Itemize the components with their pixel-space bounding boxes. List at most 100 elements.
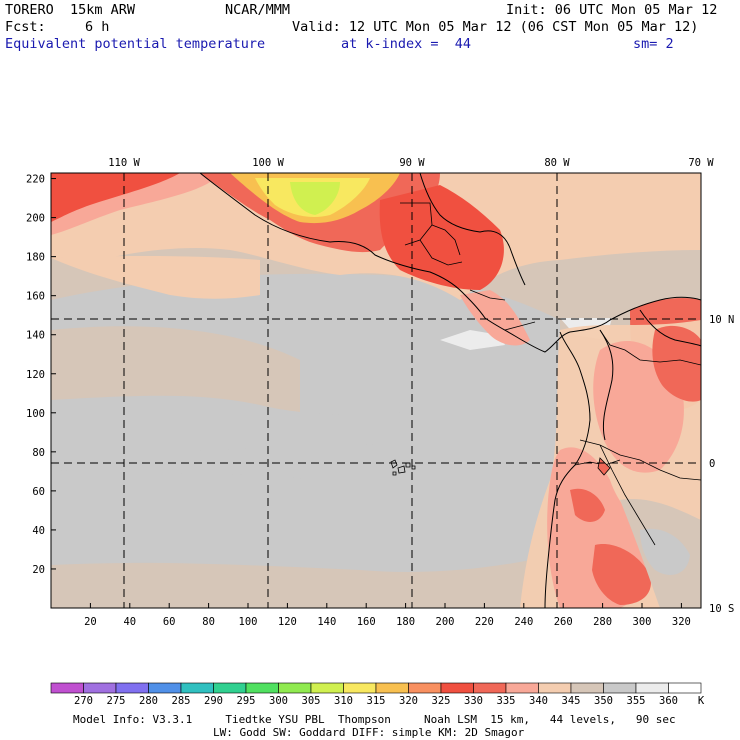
colorbar-swatch xyxy=(278,682,312,694)
colorbar-swatch xyxy=(505,682,539,694)
colorbar-label: K xyxy=(698,695,705,707)
theta-e-field-white-patch xyxy=(440,330,505,350)
x-tick-label: 300 xyxy=(633,616,652,628)
y-tick-label: 40 xyxy=(32,525,45,537)
colorbar-swatch xyxy=(473,682,507,694)
colorbar-swatch xyxy=(538,682,572,694)
x-tick-label: 120 xyxy=(278,616,297,628)
lon-label: 100 W xyxy=(252,157,284,169)
model-info-line: Model Info: V3.3.1 Tiedtke YSU PBL Thomp… xyxy=(73,713,676,726)
colorbar-swatch xyxy=(148,682,182,694)
map-plot-area xyxy=(51,173,701,608)
colorbar-label: 285 xyxy=(172,695,191,707)
y-tick-label: 220 xyxy=(26,174,45,186)
colorbar-label: 330 xyxy=(464,695,483,707)
valid-time: Valid: 12 UTC Mon 05 Mar 12 (06 CST Mon … xyxy=(292,19,699,35)
colorbar-label: 280 xyxy=(139,695,158,707)
colorbar-swatch xyxy=(635,682,669,694)
theta-e-field-central-america-red xyxy=(379,185,504,290)
latitude-labels: 10 N 0 10 S xyxy=(709,314,734,615)
colorbar-swatch xyxy=(375,682,409,694)
theta-e-field-ecuador-red xyxy=(570,488,605,522)
x-tick-label: 200 xyxy=(436,616,455,628)
colorbar-label: 270 xyxy=(74,695,93,707)
colorbar-swatch xyxy=(83,682,117,694)
colorbar-label: 290 xyxy=(204,695,223,707)
colorbar-swatch xyxy=(245,682,279,694)
colorbar: 270 275 280 285 290 295 300 305 310 315 320 325 330 3… xyxy=(50,682,705,707)
lat-lon-grid xyxy=(51,173,701,608)
x-axis-ticks: 20 40 60 80 100 120 140 160 180 200 220 240 260 280 30… xyxy=(84,603,691,628)
x-tick-label: 20 xyxy=(84,616,97,628)
theta-e-field-peach-ring xyxy=(51,255,260,299)
plot-frame xyxy=(50,172,702,609)
colorbar-swatch xyxy=(440,682,474,694)
coastlines xyxy=(199,173,701,608)
galapagos-islands xyxy=(390,459,416,476)
x-tick-label: 320 xyxy=(672,616,691,628)
theta-e-field-venezuela-top xyxy=(652,325,701,402)
colorbar-swatch xyxy=(50,682,84,694)
physics-info-line: LW: Godd SW: Goddard DIFF: simple KM: 2D… xyxy=(213,726,525,739)
x-tick-label: 240 xyxy=(514,616,533,628)
colorbar-label: 340 xyxy=(529,695,548,707)
forecast-hour: 6 h xyxy=(85,19,110,35)
y-tick-label: 120 xyxy=(26,369,45,381)
colorbar-label: 355 xyxy=(627,695,646,707)
colorbar-label: 305 xyxy=(302,695,321,707)
colorbar-swatch xyxy=(115,682,149,694)
colorbar-swatch xyxy=(408,682,442,694)
x-tick-label: 260 xyxy=(554,616,573,628)
y-tick-label: 20 xyxy=(32,564,45,576)
lon-label: 90 W xyxy=(399,157,425,169)
colorbar-label: 350 xyxy=(594,695,613,707)
lon-label: 70 W xyxy=(688,157,714,169)
y-tick-label: 160 xyxy=(26,291,45,303)
y-tick-label: 80 xyxy=(32,447,45,459)
colorbar-swatch xyxy=(570,682,604,694)
theta-e-field-red-nw xyxy=(51,173,180,222)
colorbar-swatch xyxy=(180,682,214,694)
x-tick-label: 180 xyxy=(396,616,415,628)
y-tick-label: 180 xyxy=(26,252,45,264)
lat-label: 10 S xyxy=(709,603,734,615)
x-tick-label: 80 xyxy=(202,616,215,628)
theta-e-field-costa-rica xyxy=(460,290,530,346)
colorbar-swatch xyxy=(603,682,637,694)
theta-e-field-grey-band xyxy=(51,395,420,460)
theta-e-field-mexico-green xyxy=(290,182,340,215)
y-tick-label: 140 xyxy=(26,330,45,342)
theta-e-field-peru-red xyxy=(592,544,651,605)
political-borders xyxy=(400,202,701,546)
lat-label: 10 N xyxy=(709,314,734,326)
x-tick-label: 40 xyxy=(123,616,136,628)
lon-label: 80 W xyxy=(544,157,570,169)
colorbar-swatch xyxy=(343,682,377,694)
lon-label: 110 W xyxy=(108,157,140,169)
x-tick-label: 220 xyxy=(475,616,494,628)
init-time: Init: 06 UTC Mon 05 Mar 12 xyxy=(506,2,718,18)
colorbar-label: 275 xyxy=(107,695,126,707)
colorbar-label: 310 xyxy=(334,695,353,707)
lat-label: 0 xyxy=(709,458,715,470)
y-tick-label: 100 xyxy=(26,408,45,420)
x-tick-label: 100 xyxy=(239,616,258,628)
colorbar-label: 295 xyxy=(237,695,256,707)
colorbar-label: 360 xyxy=(659,695,678,707)
smoothing-info: sm= 2 xyxy=(633,36,674,52)
colorbar-swatch xyxy=(213,682,247,694)
y-tick-label: 60 xyxy=(32,486,45,498)
model-title: TORERO 15km ARW xyxy=(5,2,136,18)
center-name: NCAR/MMM xyxy=(225,2,291,18)
x-tick-label: 60 xyxy=(163,616,176,628)
longitude-labels: 110 W 100 W 90 W 80 W 70 W xyxy=(108,157,714,169)
colorbar-label: 315 xyxy=(367,695,386,707)
forecast-label: Fcst: xyxy=(5,19,46,35)
colorbar-swatch xyxy=(310,682,344,694)
x-tick-label: 140 xyxy=(317,616,336,628)
x-tick-label: 280 xyxy=(593,616,612,628)
theta-e-field-south-band xyxy=(51,560,530,608)
y-axis-ticks: 20 40 60 80 100 120 140 160 180 200 220 xyxy=(26,174,56,576)
field-name: Equivalent potential temperature xyxy=(5,36,266,52)
